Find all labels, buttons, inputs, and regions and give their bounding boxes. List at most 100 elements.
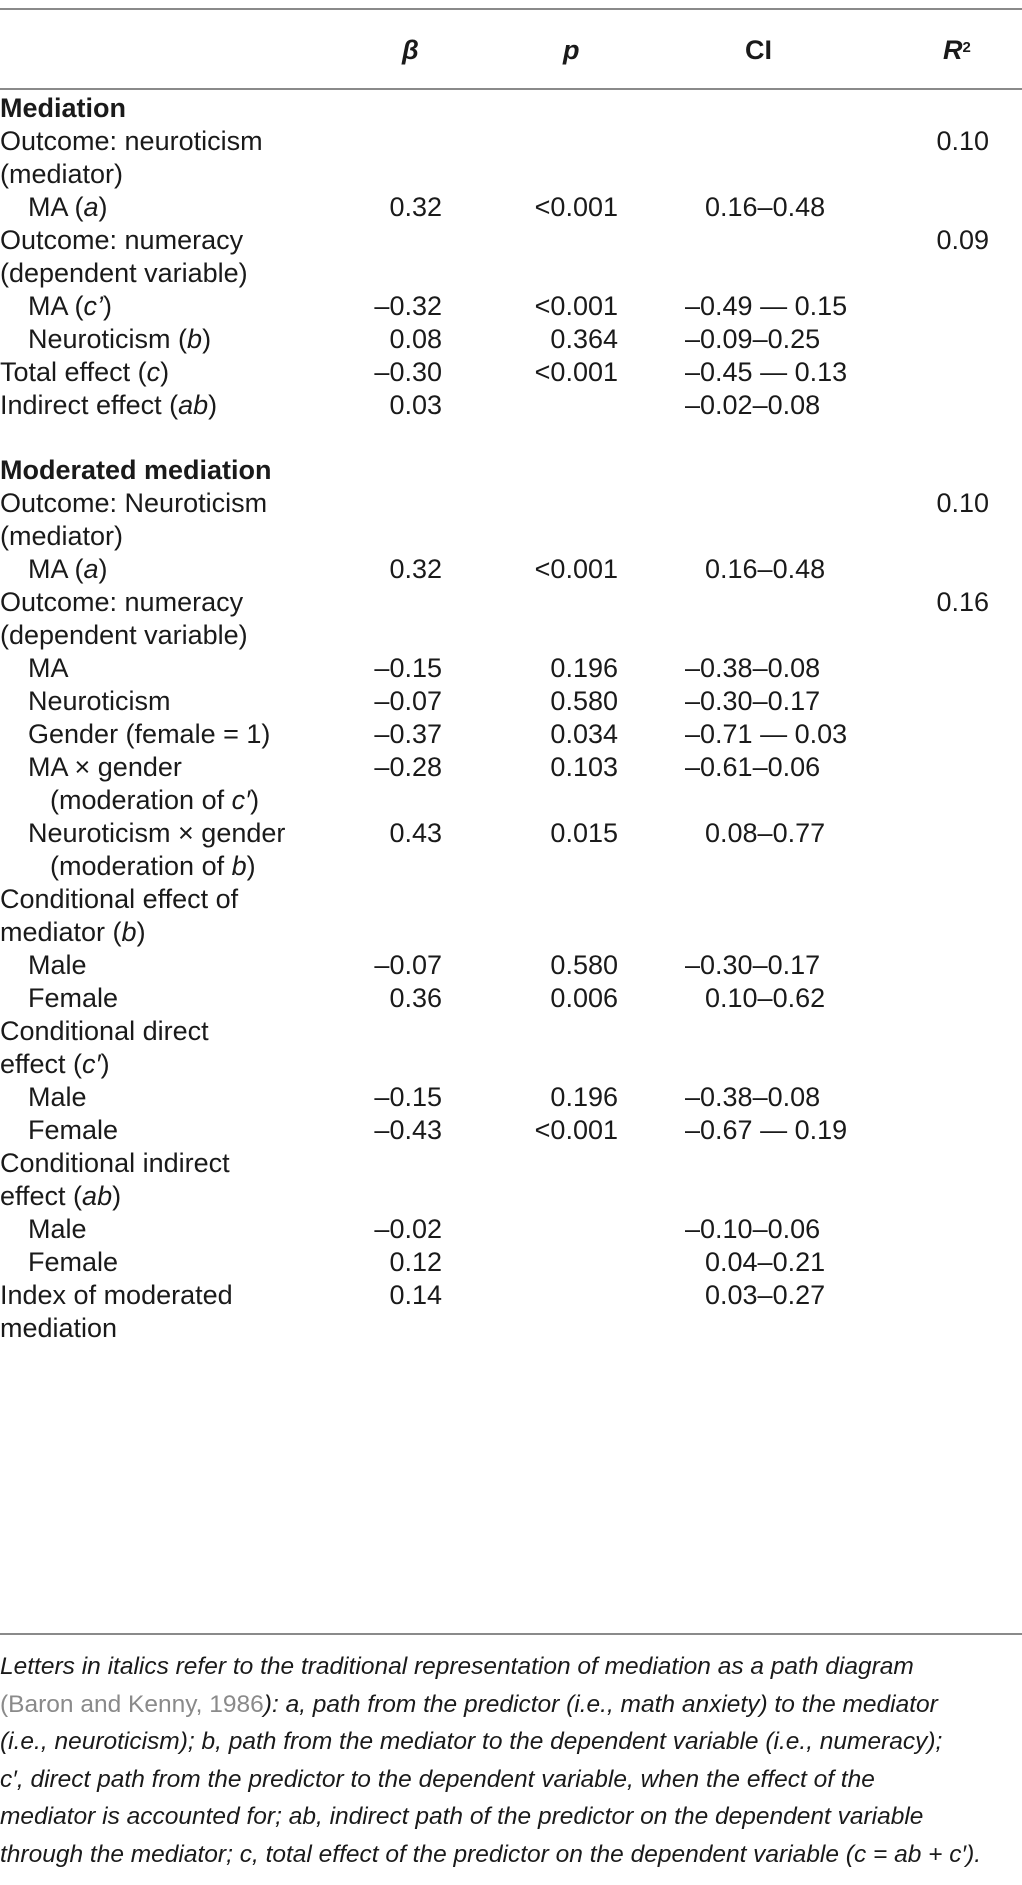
row-label: MA [28,653,69,683]
p-value: 0.196 [550,1082,618,1112]
beta-value: –0.30 [374,357,442,387]
table-row: (mediator) [0,154,1022,194]
ci-value: –0.61–0.06 [685,752,821,782]
table-row: Male –0.02 –0.10–0.06 [0,1209,1022,1249]
p-value: <0.001 [534,357,618,387]
row-label: (moderation of c′) [50,785,260,815]
row-label: Conditional effect of [0,884,239,914]
row-label: Female [28,1115,119,1145]
section-title: Moderated mediation [0,455,272,485]
beta-value: –0.15 [374,653,442,683]
table-row: Outcome: numeracy 0.09 [0,220,1022,260]
row-label: MA (a) [28,554,108,584]
table-row: Female –0.43 <0.001 –0.67 — 0.19 [0,1110,1022,1150]
ci-value: –0.38–0.08 [685,653,821,683]
row-label: effect (ab) [0,1181,122,1211]
row-label: MA (c’) [28,291,113,321]
ci-value: –0.67 — 0.19 [685,1115,848,1145]
table-row: (dependent variable) [0,615,1022,655]
table-row: Conditional effect of [0,879,1022,919]
row-label: (moderation of b) [50,851,256,881]
row-label: mediator (b) [0,917,146,947]
table-row: (mediator) [0,516,1022,556]
table-bottom-rule [0,1633,1022,1635]
footnote-line: (i.e., neuroticism); b, path from the me… [0,1728,943,1755]
row-label: Total effect (c) [0,357,170,387]
row-label: Index of moderated [0,1280,233,1310]
header-p: p [563,35,580,65]
row-label: Neuroticism [28,686,171,716]
beta-value: 0.36 [389,983,442,1013]
table-row: Neuroticism (b) 0.08 0.364 –0.09–0.25 [0,319,1022,359]
row-label: Outcome: numeracy [0,587,244,617]
table-row: Outcome: numeracy 0.16 [0,582,1022,622]
footnote-line: through the mediator; c, total effect of… [0,1840,982,1868]
row-label: effect (c′) [0,1049,110,1079]
row-label: Male [28,1082,87,1112]
header-r2-base: R [943,35,963,65]
table-row: Outcome: Neuroticism 0.10 [0,483,1022,523]
table-row: Conditional indirect [0,1143,1022,1183]
header-beta: β [402,35,419,65]
ci-value: 0.03–0.27 [705,1280,826,1310]
beta-value: –0.32 [374,291,442,321]
p-value: <0.001 [534,1115,618,1145]
ci-value: 0.10–0.62 [705,983,826,1013]
table-row: Female 0.36 0.006 0.10–0.62 [0,978,1022,1018]
table-row: Gender (female = 1) –0.37 0.034 –0.71 — 0.0… [0,714,1022,754]
beta-value: –0.07 [374,950,442,980]
header-r2-sup: 2 [962,39,971,56]
table-row: MA (c’) –0.32 <0.001 –0.49 — 0.15 [0,286,1022,326]
beta-value: –0.02 [374,1214,442,1244]
row-label: Neuroticism (b) [28,324,212,354]
ci-value: –0.10–0.06 [685,1214,821,1244]
table-row: Conditional direct [0,1011,1022,1051]
beta-value: 0.12 [389,1247,442,1277]
row-label: (mediator) [0,521,124,551]
footnote-line: Letters in italics refer to the traditio… [0,1653,914,1680]
footnote-citation-link[interactable]: (Baron and Kenny, 1986 [0,1690,264,1718]
table-row: MA × gender –0.28 0.103 –0.61–0.06 [0,747,1022,787]
ci-value: –0.02–0.08 [685,390,821,420]
table-footnote: Letters in italics refer to the traditio… [0,1648,1022,1873]
ci-value: 0.16–0.48 [705,554,826,584]
beta-value: 0.32 [389,192,442,222]
table-row: Male –0.15 0.196 –0.38–0.08 [0,1077,1022,1117]
row-label: (dependent variable) [0,258,248,288]
row-label: Outcome: numeracy [0,225,244,255]
section-header-row: Mediation [0,88,1022,128]
ci-value: –0.49 — 0.15 [685,291,848,321]
table-row: Male –0.07 0.580 –0.30–0.17 [0,945,1022,985]
ci-value: 0.04–0.21 [705,1247,826,1277]
row-label: Male [28,950,87,980]
footnote-line: (Baron and Kenny, 1986): a, path from th… [0,1686,1022,1724]
footnote-line: c′, direct path from the predictor to th… [0,1765,875,1793]
row-label: mediation [0,1313,118,1343]
beta-value: –0.15 [374,1082,442,1112]
ci-value: –0.30–0.17 [685,686,821,716]
row-label: Outcome: neuroticism [0,126,263,156]
table-row: mediation [0,1308,1022,1348]
row-label: Neuroticism × gender [28,818,286,848]
row-label: Gender (female = 1) [28,719,271,749]
section-title: Mediation [0,93,126,123]
r2-value: 0.09 [936,225,989,255]
table-row: mediator (b) [0,912,1022,952]
table-row: Neuroticism –0.07 0.580 –0.30–0.17 [0,681,1022,721]
table-row: Neuroticism × gender 0.43 0.015 0.08–0.77 [0,813,1022,853]
p-value: 0.015 [550,818,618,848]
header-r2: R2 [943,30,971,70]
beta-value: 0.03 [389,390,442,420]
table-row: (moderation of b) [0,846,1022,886]
header-ci: CI [745,35,772,65]
p-value: 0.364 [550,324,618,354]
p-value: 0.103 [550,752,618,782]
row-label: Female [28,1247,119,1277]
p-value: 0.580 [550,686,618,716]
section-header-row: Moderated mediation [0,450,1022,490]
ci-value: –0.45 — 0.13 [685,357,848,387]
ci-value: –0.30–0.17 [685,950,821,980]
p-value: 0.196 [550,653,618,683]
ci-value: –0.09–0.25 [685,324,821,354]
